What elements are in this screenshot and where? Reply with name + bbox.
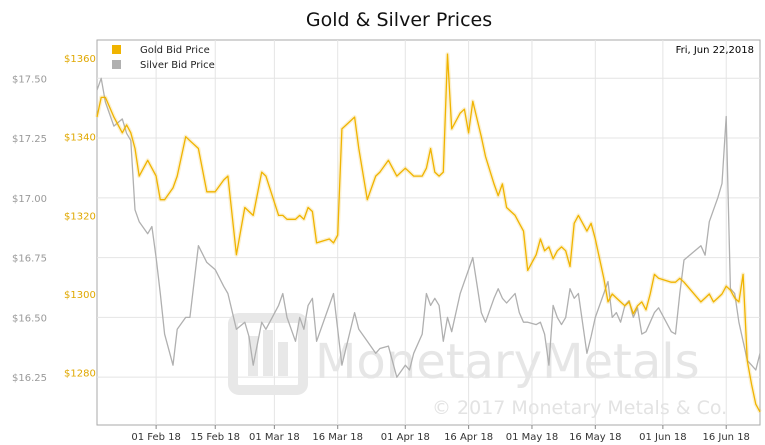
- x-tick-label: 16 Apr 18: [444, 432, 493, 443]
- y-left-tick-label: $17.25: [12, 134, 47, 145]
- y-right-axis: $1360 $1340 $1320 $1300 $1280: [64, 54, 96, 380]
- silver-bid-price-line: [96, 77, 761, 378]
- y-left-tick-label: $16.75: [12, 254, 47, 265]
- x-tick-label: 01 Mar 18: [249, 432, 300, 443]
- y-right-tick-label: $1320: [64, 211, 96, 222]
- x-tick-label: 01 Feb 18: [131, 432, 181, 443]
- x-axis: 01 Feb 18 15 Feb 18 01 Mar 18 16 Mar 18 01 A…: [131, 425, 750, 443]
- date-label: Fri, Jun 22,2018: [676, 45, 754, 56]
- legend-silver-label[interactable]: Silver Bid Price: [140, 60, 215, 71]
- grid-lines: [97, 40, 760, 425]
- y-right-tick-label: $1280: [64, 369, 96, 380]
- y-left-tick-label: $16.50: [12, 313, 47, 324]
- watermark-text: MonetaryMetals: [315, 334, 700, 390]
- legend-silver-swatch[interactable]: [112, 60, 121, 69]
- x-tick-label: 01 Apr 18: [381, 432, 430, 443]
- legend-gold-swatch[interactable]: [112, 45, 121, 54]
- y-right-tick-label: $1300: [64, 290, 96, 301]
- x-tick-label: 01 Jun 18: [639, 432, 686, 443]
- watermark-logo-icon: [228, 313, 308, 395]
- y-right-tick-label: $1340: [64, 133, 96, 144]
- series-layer: [95, 52, 762, 413]
- gold-bid-price-line: [96, 53, 761, 413]
- x-tick-label: 01 May 18: [506, 432, 558, 443]
- legend-gold-label[interactable]: Gold Bid Price: [140, 45, 210, 56]
- y-left-tick-label: $17.00: [12, 194, 47, 205]
- x-tick-label: 16 May 18: [569, 432, 621, 443]
- chart-title: Gold & Silver Prices: [306, 9, 492, 31]
- y-left-axis: $17.50 $17.25 $17.00 $16.75 $16.50 $16.25: [12, 74, 47, 384]
- copyright-text: © 2017 Monetary Metals & Co.: [432, 397, 727, 419]
- x-tick-label: 15 Feb 18: [190, 432, 240, 443]
- y-left-tick-label: $16.25: [12, 373, 47, 384]
- plot-area: [96, 39, 761, 426]
- x-tick-label: 16 Jun 18: [702, 432, 749, 443]
- y-right-tick-label: $1360: [64, 54, 96, 65]
- y-left-tick-label: $17.50: [12, 74, 47, 85]
- legend: Gold Bid Price Silver Bid Price: [112, 45, 215, 71]
- x-tick-label: 16 Mar 18: [312, 432, 363, 443]
- watermark: MonetaryMetals © 2017 Monetary Metals & …: [228, 313, 727, 419]
